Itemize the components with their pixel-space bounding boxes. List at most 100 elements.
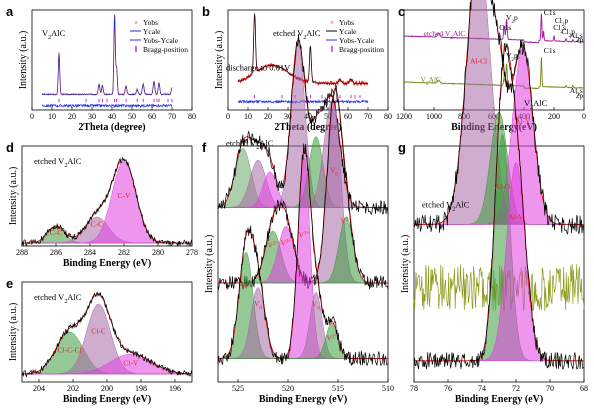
component-label: Cl-V <box>123 359 139 368</box>
component-label: V3+ <box>280 238 291 247</box>
x-tick-label: 20 <box>264 112 272 121</box>
fit-envelope <box>414 0 584 225</box>
x-tick-label: 288 <box>16 248 28 257</box>
x-tick-label: 70 <box>364 112 372 121</box>
raw-spectrum <box>21 156 193 247</box>
x-tick-label: 284 <box>84 248 96 257</box>
stack-label: discharge to 0.01V <box>226 62 291 72</box>
peak-label: V2AlC <box>421 75 442 87</box>
x-tick-label: 204 <box>33 384 45 393</box>
panel-letter: b <box>202 4 210 19</box>
panel-e-svg: 204 202 200 198 196 Binding Energy (eV) Intens… <box>6 276 193 405</box>
panel-e: 204 202 200 198 196 Binding Energy (eV) Intens… <box>4 276 200 408</box>
peak-label: 2p <box>576 35 584 44</box>
component-label: V2+ <box>267 240 278 249</box>
stack-label: etched V2AlC <box>422 199 470 212</box>
component-label: Al-V <box>515 116 531 125</box>
x-axis-label: Binding Energy (eV) <box>259 394 347 405</box>
legend-label: Yobs-Ycale <box>339 36 375 45</box>
x-tick-label: 510 <box>382 384 394 393</box>
peak-label: Al2s <box>570 31 583 43</box>
panel-g-svg: 78 76 74 72 70 68 Binding Energy (eV) Intensity… <box>398 0 588 405</box>
panel-d-svg: 288 286 284 282 280 278 Binding Energy (eV) Int… <box>6 140 198 269</box>
component-label: C-V <box>118 191 132 200</box>
x-tick-label: 525 <box>232 384 244 393</box>
x-tick-label: 515 <box>332 384 344 393</box>
legend-label: Yobs <box>339 18 354 27</box>
peak-label: 2p <box>576 91 584 100</box>
x-tick-label: 520 <box>282 384 294 393</box>
x-tick-label: 72 <box>512 384 520 393</box>
x-tick-label: 200 <box>548 112 560 121</box>
x-axis-label: 2Theta (degree) <box>274 122 341 133</box>
x-tick-label: 1200 <box>396 112 412 121</box>
panel-a-svg: 0 10 20 30 40 50 60 70 80 2Theta (degree) Intensit… <box>6 4 196 133</box>
component-label: Al-V <box>508 212 524 221</box>
component-label: C-C <box>91 220 104 229</box>
ycalc-series <box>42 14 173 95</box>
component-label: V0 <box>312 300 320 312</box>
panel-f-svg: 525 520 515 510 Binding Energy (eV) Intensity… <box>202 33 394 405</box>
peak-label: etched V2AlC <box>424 29 466 41</box>
panel-letter: a <box>6 4 14 19</box>
y-axis-label: Intensity (a.u.) <box>214 31 225 90</box>
x-tick-label: 78 <box>410 384 418 393</box>
survey-series-1 <box>403 57 585 90</box>
x-tick-label: 202 <box>67 384 79 393</box>
survey-series-0 <box>404 13 584 44</box>
legend-label: Yobs <box>143 18 158 27</box>
peak-label: Cl2s <box>553 23 566 35</box>
raw-spectrum <box>21 291 193 378</box>
raw-spectrum <box>217 143 389 367</box>
component-label: V0 <box>254 299 262 311</box>
peak-label: V2p <box>506 13 518 25</box>
y-axis-label: Intensity (a.u.) <box>8 303 19 362</box>
component-label: Al-Cl <box>470 56 487 65</box>
x-tick-label: 198 <box>135 384 147 393</box>
panel-letter: e <box>6 276 13 291</box>
panel-g: 78 76 74 72 70 68 Binding Energy (eV) Intensity… <box>396 0 592 408</box>
x-tick-label: 68 <box>580 384 588 393</box>
panel-d: 288 286 284 282 280 278 Binding Energy (eV) Int… <box>4 140 200 272</box>
x-tick-label: 0 <box>226 112 230 121</box>
panel-letter: g <box>398 140 406 155</box>
x-tick-label: 40 <box>108 112 116 121</box>
x-tick-label: 30 <box>88 112 96 121</box>
legend-label: Bragg-position <box>143 45 188 54</box>
component-label: C-C <box>50 228 63 237</box>
fit-envelope <box>217 38 388 208</box>
legend-marker: × <box>330 18 334 27</box>
peak-label: Cl2p <box>555 16 569 28</box>
x-tick-label: 0 <box>582 112 586 121</box>
x-axis-label: Binding Energy (eV) <box>63 394 151 405</box>
plot-frame <box>227 9 389 111</box>
x-tick-label: 80 <box>188 112 196 121</box>
raw-spectrum <box>413 0 585 235</box>
peak-label: C1s <box>544 8 556 17</box>
raw-spectrum <box>217 33 389 215</box>
sample-annotation: etched V2AlC <box>34 156 82 169</box>
component-label: V2+ <box>326 334 337 343</box>
component-label: V2+ <box>340 217 351 226</box>
stack-label: V2AlC <box>524 98 548 111</box>
y-axis-label: Intensity (a.u.) <box>400 235 411 294</box>
x-axis-label: 2Theta (degree) <box>78 122 145 133</box>
x-tick-label: 70 <box>546 384 554 393</box>
legend-label: Yobs-Ycale <box>143 36 179 45</box>
legend-label: Ycale <box>143 27 161 36</box>
x-tick-label: 10 <box>244 112 252 121</box>
component-label: V3+ <box>298 230 309 239</box>
panel-f: 525 520 515 510 Binding Energy (eV) Intensity… <box>200 33 396 408</box>
x-tick-label: 70 <box>168 112 176 121</box>
peak-label: Al2s <box>570 86 583 98</box>
peak-label: C1s <box>544 46 556 55</box>
x-tick-label: 280 <box>152 248 164 257</box>
x-tick-label: 200 <box>101 384 113 393</box>
panel-a: 0 10 20 30 40 50 60 70 80 2Theta (degree) Intensit… <box>4 4 200 136</box>
x-axis-label: Binding Energy (eV) <box>455 394 543 405</box>
x-tick-label: 196 <box>169 384 181 393</box>
sample-annotation: etched V2AlC <box>34 292 82 305</box>
